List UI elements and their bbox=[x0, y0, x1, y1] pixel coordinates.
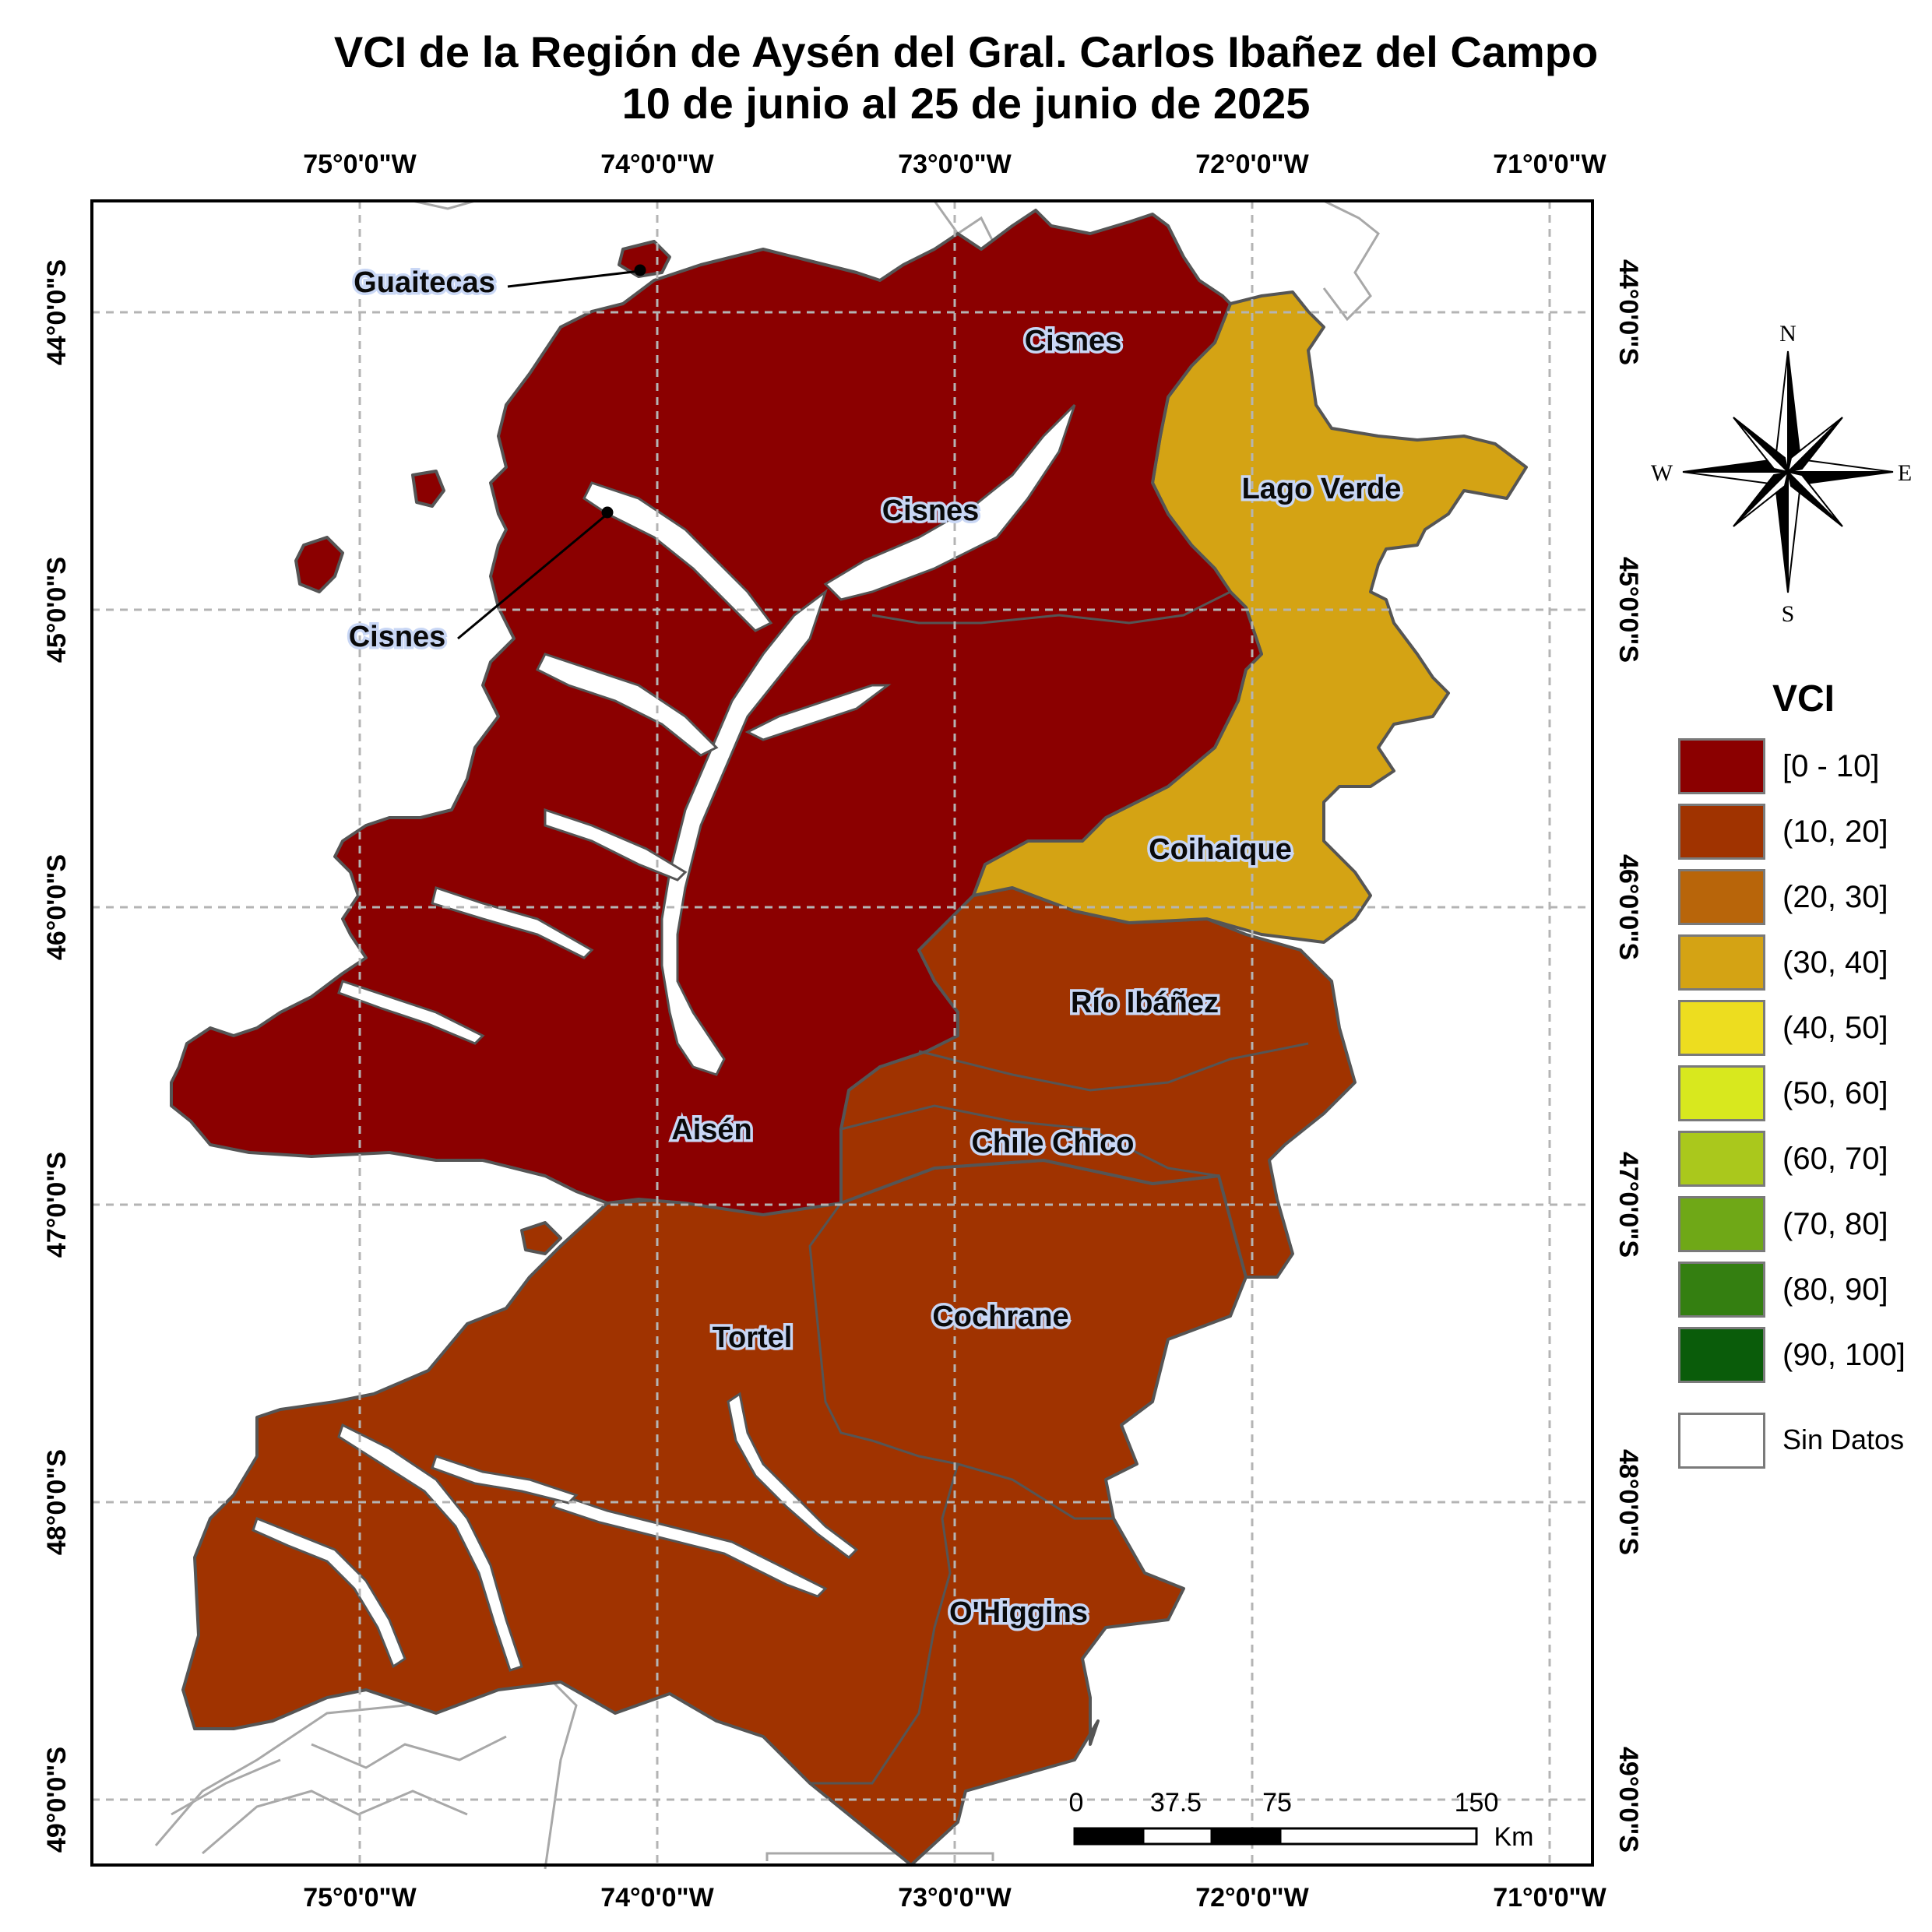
lon-label-top-72: 72°0'0"W bbox=[1195, 150, 1309, 179]
polygon-western-island-1 bbox=[294, 536, 344, 593]
label-cisnes-north: Cisnes bbox=[1025, 325, 1122, 357]
legend-label: (40, 50] bbox=[1782, 1011, 1888, 1045]
scale-tick-0: 0 bbox=[1069, 1788, 1084, 1818]
compass-s: S bbox=[1782, 601, 1795, 627]
water-channels bbox=[252, 403, 1076, 1672]
lon-label-top-74: 74°0'0"W bbox=[600, 150, 714, 179]
lat-label-left-44: 44°0'0"S bbox=[42, 259, 72, 365]
legend-swatch bbox=[1678, 1327, 1765, 1383]
legend-label: (70, 80] bbox=[1782, 1207, 1888, 1241]
lat-label-left-46: 46°0'0"S bbox=[42, 854, 72, 960]
scale-tick-150: 150 bbox=[1455, 1788, 1499, 1818]
legend-label: (60, 70] bbox=[1782, 1142, 1888, 1176]
label-ohiggins: O'Higgins bbox=[949, 1596, 1088, 1629]
legend-item: (90, 100] bbox=[1678, 1327, 1927, 1389]
label-coihaique: Coihaique bbox=[1149, 833, 1292, 866]
compass-w: W bbox=[1651, 460, 1673, 486]
lat-label-right-48: 48°0'0"S bbox=[1614, 1449, 1643, 1555]
legend-item: (70, 80] bbox=[1678, 1196, 1927, 1258]
legend-label: (10, 20] bbox=[1782, 815, 1888, 849]
legend-label: (30, 40] bbox=[1782, 945, 1888, 980]
lat-label-right-49: 49°0'0"S bbox=[1614, 1747, 1643, 1853]
legend-swatch bbox=[1678, 1196, 1765, 1252]
legend-swatch bbox=[1678, 934, 1765, 991]
legend-swatch bbox=[1678, 804, 1765, 860]
legend-label-no-data: Sin Datos bbox=[1782, 1423, 1905, 1455]
lat-label-left-48: 48°0'0"S bbox=[42, 1449, 72, 1555]
lon-label-top-75: 75°0'0"W bbox=[303, 150, 417, 179]
polygon-western-island-2 bbox=[411, 470, 445, 508]
label-rio-ibanez: Río Ibáñez bbox=[1071, 987, 1219, 1019]
lon-label-bottom-73: 73°0'0"W bbox=[898, 1883, 1012, 1913]
lat-label-right-44: 44°0'0"S bbox=[1614, 259, 1643, 365]
scale-unit: Km bbox=[1494, 1822, 1534, 1852]
scale-tick-75: 75 bbox=[1262, 1788, 1292, 1818]
polygon-southern-island-1 bbox=[520, 1221, 562, 1255]
label-cochrane: Cochrane bbox=[932, 1300, 1068, 1333]
legend-item: [0 - 10] bbox=[1678, 738, 1927, 801]
legend-item: (20, 30] bbox=[1678, 869, 1927, 931]
legend-item-no-data: Sin Datos bbox=[1678, 1413, 1927, 1475]
commune-boundaries bbox=[808, 590, 1309, 1785]
lat-label-right-46: 46°0'0"S bbox=[1614, 854, 1643, 960]
label-aisen: Aisén bbox=[671, 1114, 751, 1146]
map-frame bbox=[90, 199, 1594, 1867]
polygon-cisnes-aisen bbox=[170, 209, 1263, 1216]
graticule bbox=[92, 201, 1592, 1865]
legend-item: (50, 60] bbox=[1678, 1065, 1927, 1128]
legend-item: (40, 50] bbox=[1678, 1000, 1927, 1062]
legend-label: (90, 100] bbox=[1782, 1338, 1906, 1372]
leader-lines bbox=[457, 264, 646, 640]
lon-label-bottom-71: 71°0'0"W bbox=[1493, 1883, 1606, 1913]
label-cisnes-center: Cisnes bbox=[882, 494, 980, 527]
lat-label-right-47: 47°0'0"S bbox=[1614, 1152, 1643, 1258]
legend-swatch-no-data bbox=[1678, 1413, 1765, 1469]
lon-label-top-73: 73°0'0"W bbox=[898, 150, 1012, 179]
label-cisnes-west: Cisnes bbox=[349, 621, 446, 653]
label-tortel: Tortel bbox=[713, 1321, 793, 1354]
label-guaitecas: Guaitecas bbox=[354, 266, 495, 299]
lon-label-top-71: 71°0'0"W bbox=[1493, 150, 1606, 179]
legend-swatch bbox=[1678, 1131, 1765, 1187]
lon-label-bottom-75: 75°0'0"W bbox=[303, 1883, 417, 1913]
scale-tick-37: 37.5 bbox=[1150, 1788, 1202, 1818]
scale-bar: 0 37.5 75 150 Km bbox=[1069, 1788, 1534, 1852]
map-title-line2: 10 de junio al 25 de junio de 2025 bbox=[621, 79, 1311, 128]
legend-swatch bbox=[1678, 1065, 1765, 1121]
lat-label-left-47: 47°0'0"S bbox=[42, 1152, 72, 1258]
compass-n: N bbox=[1779, 321, 1797, 347]
compass-e: E bbox=[1898, 460, 1912, 486]
legend-title: VCI bbox=[1772, 678, 1835, 720]
legend-item: (60, 70] bbox=[1678, 1131, 1927, 1193]
lon-label-bottom-72: 72°0'0"W bbox=[1195, 1883, 1309, 1913]
lat-label-left-45: 45°0'0"S bbox=[42, 557, 72, 663]
legend-item: (80, 90] bbox=[1678, 1262, 1927, 1324]
legend-swatch bbox=[1678, 869, 1765, 925]
map-title-line1: VCI de la Región de Aysén del Gral. Carl… bbox=[333, 27, 1599, 76]
legend-label: (20, 30] bbox=[1782, 880, 1888, 914]
legend-label: (80, 90] bbox=[1782, 1272, 1888, 1307]
legend-swatch bbox=[1678, 1000, 1765, 1056]
legend-swatch bbox=[1678, 1262, 1765, 1318]
compass-rose: N S W E bbox=[1651, 321, 1912, 627]
legend-item: (10, 20] bbox=[1678, 804, 1927, 866]
legend-item: (30, 40] bbox=[1678, 934, 1927, 997]
legend-label: [0 - 10] bbox=[1782, 749, 1880, 783]
label-lago-verde: Lago Verde bbox=[1242, 473, 1402, 505]
lon-label-bottom-74: 74°0'0"W bbox=[600, 1883, 714, 1913]
region-polygons bbox=[170, 209, 1528, 1867]
neighbor-outlines bbox=[154, 199, 1380, 1870]
lat-label-right-45: 45°0'0"S bbox=[1614, 557, 1643, 663]
legend-label: (50, 60] bbox=[1782, 1076, 1888, 1110]
lat-label-left-49: 49°0'0"S bbox=[42, 1747, 72, 1853]
legend-swatch bbox=[1678, 738, 1765, 794]
label-chile-chico: Chile Chico bbox=[971, 1127, 1134, 1160]
